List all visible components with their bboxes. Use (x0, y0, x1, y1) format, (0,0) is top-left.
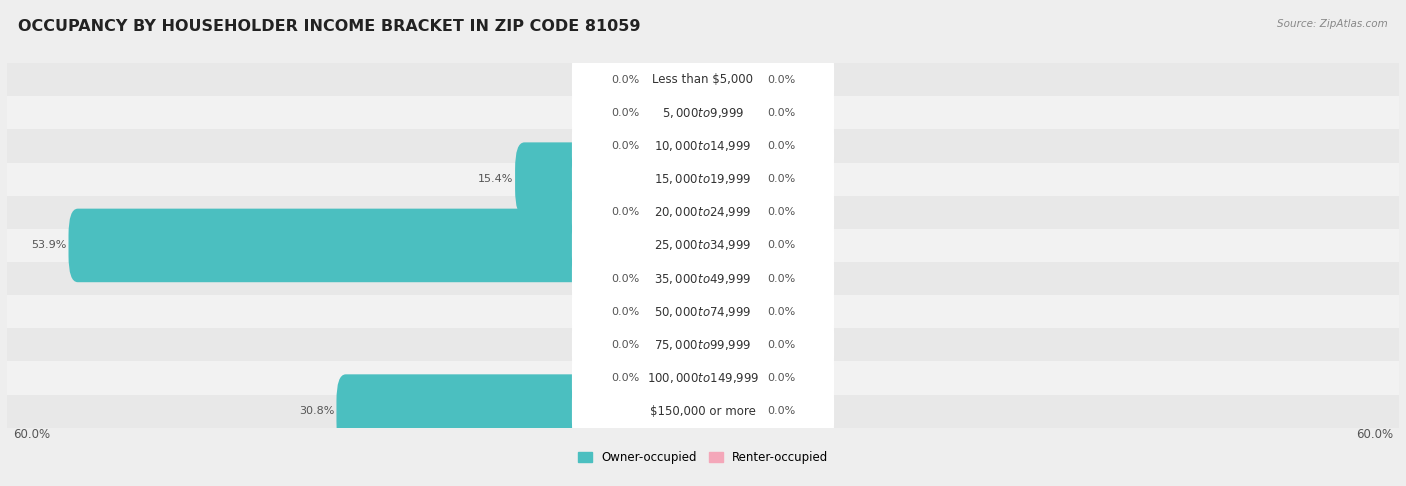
FancyBboxPatch shape (641, 242, 713, 315)
Text: $5,000 to $9,999: $5,000 to $9,999 (662, 106, 744, 120)
Text: $50,000 to $74,999: $50,000 to $74,999 (654, 305, 752, 319)
FancyBboxPatch shape (693, 275, 765, 348)
FancyBboxPatch shape (69, 208, 713, 282)
FancyBboxPatch shape (693, 308, 765, 382)
FancyBboxPatch shape (693, 76, 765, 150)
Text: 30.8%: 30.8% (298, 406, 335, 416)
FancyBboxPatch shape (693, 142, 765, 216)
Text: 15.4%: 15.4% (478, 174, 513, 184)
Text: 0.0%: 0.0% (766, 241, 794, 250)
Bar (7, 196, 1399, 229)
FancyBboxPatch shape (641, 76, 713, 150)
FancyBboxPatch shape (641, 275, 713, 348)
Text: $15,000 to $19,999: $15,000 to $19,999 (654, 172, 752, 186)
FancyBboxPatch shape (336, 374, 713, 448)
FancyBboxPatch shape (693, 242, 765, 315)
Bar (7, 295, 1399, 328)
Text: 0.0%: 0.0% (766, 274, 794, 283)
Text: 0.0%: 0.0% (612, 340, 640, 350)
FancyBboxPatch shape (572, 43, 834, 117)
Bar (7, 395, 1399, 428)
Text: $100,000 to $149,999: $100,000 to $149,999 (647, 371, 759, 385)
FancyBboxPatch shape (641, 43, 713, 117)
Text: 0.0%: 0.0% (766, 208, 794, 217)
Bar (7, 229, 1399, 262)
Text: 0.0%: 0.0% (766, 174, 794, 184)
Text: 0.0%: 0.0% (766, 75, 794, 85)
FancyBboxPatch shape (693, 109, 765, 183)
FancyBboxPatch shape (572, 109, 834, 183)
FancyBboxPatch shape (693, 175, 765, 249)
Text: 0.0%: 0.0% (612, 141, 640, 151)
FancyBboxPatch shape (572, 374, 834, 448)
FancyBboxPatch shape (572, 308, 834, 382)
Bar (7, 362, 1399, 395)
FancyBboxPatch shape (693, 341, 765, 415)
Text: 53.9%: 53.9% (31, 241, 66, 250)
Bar (7, 328, 1399, 362)
FancyBboxPatch shape (572, 175, 834, 249)
Text: 0.0%: 0.0% (766, 406, 794, 416)
Bar (7, 262, 1399, 295)
Text: 0.0%: 0.0% (612, 274, 640, 283)
FancyBboxPatch shape (572, 208, 834, 282)
FancyBboxPatch shape (641, 341, 713, 415)
FancyBboxPatch shape (693, 43, 765, 117)
Text: $25,000 to $34,999: $25,000 to $34,999 (654, 239, 752, 252)
Text: $75,000 to $99,999: $75,000 to $99,999 (654, 338, 752, 352)
Text: 60.0%: 60.0% (13, 428, 51, 441)
FancyBboxPatch shape (572, 275, 834, 348)
FancyBboxPatch shape (693, 374, 765, 448)
Bar (7, 129, 1399, 163)
Text: 0.0%: 0.0% (766, 108, 794, 118)
Text: 0.0%: 0.0% (612, 108, 640, 118)
Text: Source: ZipAtlas.com: Source: ZipAtlas.com (1277, 19, 1388, 30)
Text: Less than $5,000: Less than $5,000 (652, 73, 754, 86)
FancyBboxPatch shape (515, 142, 713, 216)
Text: 60.0%: 60.0% (1355, 428, 1393, 441)
Text: 0.0%: 0.0% (612, 75, 640, 85)
FancyBboxPatch shape (641, 109, 713, 183)
Text: $10,000 to $14,999: $10,000 to $14,999 (654, 139, 752, 153)
Text: 0.0%: 0.0% (766, 307, 794, 317)
Text: $20,000 to $24,999: $20,000 to $24,999 (654, 205, 752, 219)
Bar (7, 63, 1399, 96)
FancyBboxPatch shape (572, 242, 834, 315)
Legend: Owner-occupied, Renter-occupied: Owner-occupied, Renter-occupied (572, 447, 834, 469)
FancyBboxPatch shape (641, 308, 713, 382)
Text: 0.0%: 0.0% (612, 373, 640, 383)
Text: $35,000 to $49,999: $35,000 to $49,999 (654, 272, 752, 286)
Text: OCCUPANCY BY HOUSEHOLDER INCOME BRACKET IN ZIP CODE 81059: OCCUPANCY BY HOUSEHOLDER INCOME BRACKET … (18, 19, 641, 35)
Text: 0.0%: 0.0% (612, 307, 640, 317)
Text: 0.0%: 0.0% (612, 208, 640, 217)
FancyBboxPatch shape (641, 175, 713, 249)
FancyBboxPatch shape (572, 341, 834, 415)
Text: $150,000 or more: $150,000 or more (650, 405, 756, 417)
Text: 0.0%: 0.0% (766, 340, 794, 350)
Bar (7, 163, 1399, 196)
FancyBboxPatch shape (572, 142, 834, 216)
FancyBboxPatch shape (693, 208, 765, 282)
Text: 0.0%: 0.0% (766, 373, 794, 383)
Bar (7, 96, 1399, 129)
Text: 0.0%: 0.0% (766, 141, 794, 151)
FancyBboxPatch shape (572, 76, 834, 150)
